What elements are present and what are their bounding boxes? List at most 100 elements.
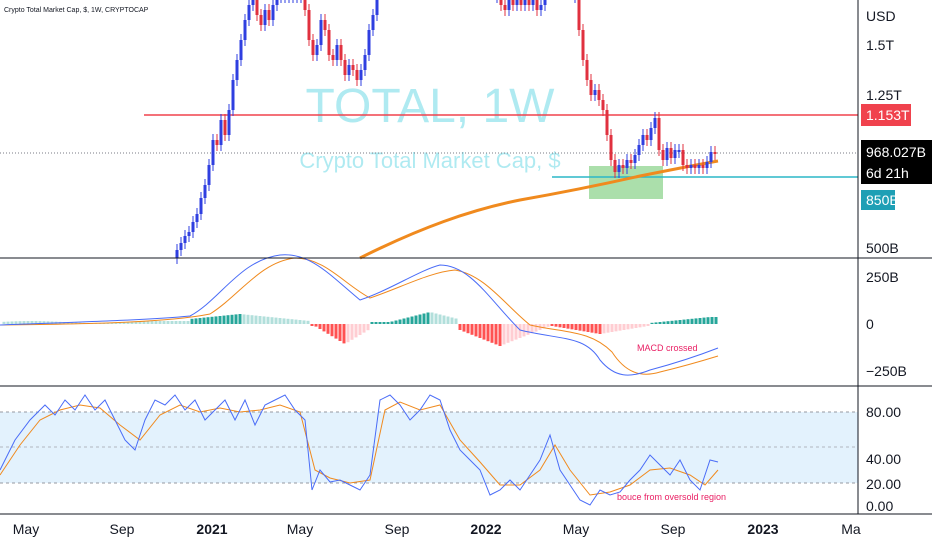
macd-histogram-bar (178, 321, 182, 324)
macd-histogram-bar (478, 324, 482, 338)
candle (633, 155, 637, 163)
macd-histogram-bar (626, 324, 630, 330)
last-price-badge (861, 140, 932, 184)
macd-histogram-bar (638, 324, 642, 328)
macd-histogram-bar (126, 321, 130, 324)
macd-histogram-bar (270, 317, 274, 324)
macd-histogram-bar (578, 324, 582, 331)
candle (609, 135, 613, 160)
macd-histogram-bar (534, 324, 538, 332)
candle (275, 0, 279, 5)
macd-histogram-bar (66, 322, 70, 324)
macd-histogram-bar (278, 318, 282, 324)
macd-histogram-bar (358, 324, 362, 335)
candle (315, 45, 319, 55)
macd-histogram-bar (266, 316, 270, 324)
candle (219, 120, 223, 145)
price-axis-currency: USD (866, 8, 896, 24)
candle (613, 160, 617, 172)
macd-histogram-bar (14, 321, 18, 324)
macd-histogram-bar (38, 321, 42, 324)
macd-histogram-bar (322, 324, 326, 332)
macd-histogram-bar (330, 324, 334, 337)
last-price-label: 968.027B (866, 144, 926, 160)
macd-histogram-bar (690, 318, 694, 324)
macd-histogram-bar (570, 324, 574, 330)
candle (645, 135, 649, 140)
candle (231, 80, 235, 110)
resistance-badge-label: 1.153T (866, 107, 910, 123)
candle (355, 70, 359, 80)
macd-histogram-bar (18, 321, 22, 324)
time-tick: 2022 (470, 521, 501, 537)
candle (243, 20, 247, 40)
macd-histogram-bar (422, 313, 426, 324)
macd-histogram-bar (702, 317, 706, 324)
candle (661, 150, 665, 160)
macd-histogram-bar (274, 317, 278, 324)
candle (191, 222, 195, 232)
macd-histogram-bar (70, 322, 74, 324)
candle (705, 162, 709, 168)
candle (255, 0, 259, 15)
macd-histogram-bar (654, 322, 658, 324)
macd-histogram-bar (162, 321, 166, 324)
macd-histogram-bar (146, 321, 150, 324)
macd-histogram-bar (446, 316, 450, 324)
macd-line (0, 254, 719, 376)
macd-histogram-bar (494, 324, 498, 345)
candle (589, 80, 593, 95)
macd-histogram-bar (442, 315, 446, 324)
candle (697, 165, 701, 168)
macd-histogram-bar (382, 322, 386, 324)
macd-histogram-bar (282, 318, 286, 324)
macd-histogram-bar (354, 324, 358, 338)
macd-histogram-bar (362, 324, 366, 333)
macd-histogram-bar (674, 320, 678, 324)
candle (363, 55, 367, 70)
macd-histogram-bar (130, 321, 134, 324)
candle (247, 5, 251, 20)
candle (669, 148, 673, 158)
candle (637, 145, 641, 155)
candle (367, 30, 371, 55)
macd-histogram-bar (194, 318, 198, 324)
macd-histogram-bar (542, 324, 546, 329)
macd-histogram-bar (174, 321, 178, 324)
macd-histogram-bar (506, 324, 510, 343)
macd-histogram-bar (550, 324, 554, 326)
candle (347, 65, 351, 75)
macd-histogram-bar (134, 321, 138, 324)
macd-histogram-bar (714, 317, 718, 324)
macd-histogram-bar (402, 318, 406, 324)
candle (375, 0, 379, 15)
candles (175, 0, 717, 264)
candle (681, 150, 685, 165)
macd-histogram-bar (622, 324, 626, 330)
watermark-description: Crypto Total Market Cap, $ (299, 148, 560, 173)
macd-tick: 0 (866, 316, 874, 332)
resistance-badge (861, 104, 911, 126)
candle (507, 0, 511, 10)
macd-histogram-bar (486, 324, 490, 342)
candle (203, 185, 207, 198)
candle (371, 15, 375, 30)
candle (271, 5, 275, 20)
macd-histogram-bar (642, 324, 646, 327)
macd-histogram-bar (230, 314, 234, 324)
macd-histogram-bar (166, 321, 170, 324)
macd-histogram-bar (662, 321, 666, 324)
macd-histogram-bar (666, 321, 670, 324)
macd-histogram-bar (214, 316, 218, 324)
macd-histogram-bar (114, 322, 118, 324)
rsi-tick: 40.00 (866, 451, 901, 467)
time-tick: Ma (841, 521, 861, 537)
macd-histogram-bar (326, 324, 330, 334)
candle (649, 128, 653, 140)
macd-annotation: MACD crossed (637, 343, 698, 353)
price-tick: 500B (866, 240, 899, 256)
macd-histogram-bar (470, 324, 474, 335)
candle (701, 165, 705, 168)
macd-histogram-bar (558, 324, 562, 328)
